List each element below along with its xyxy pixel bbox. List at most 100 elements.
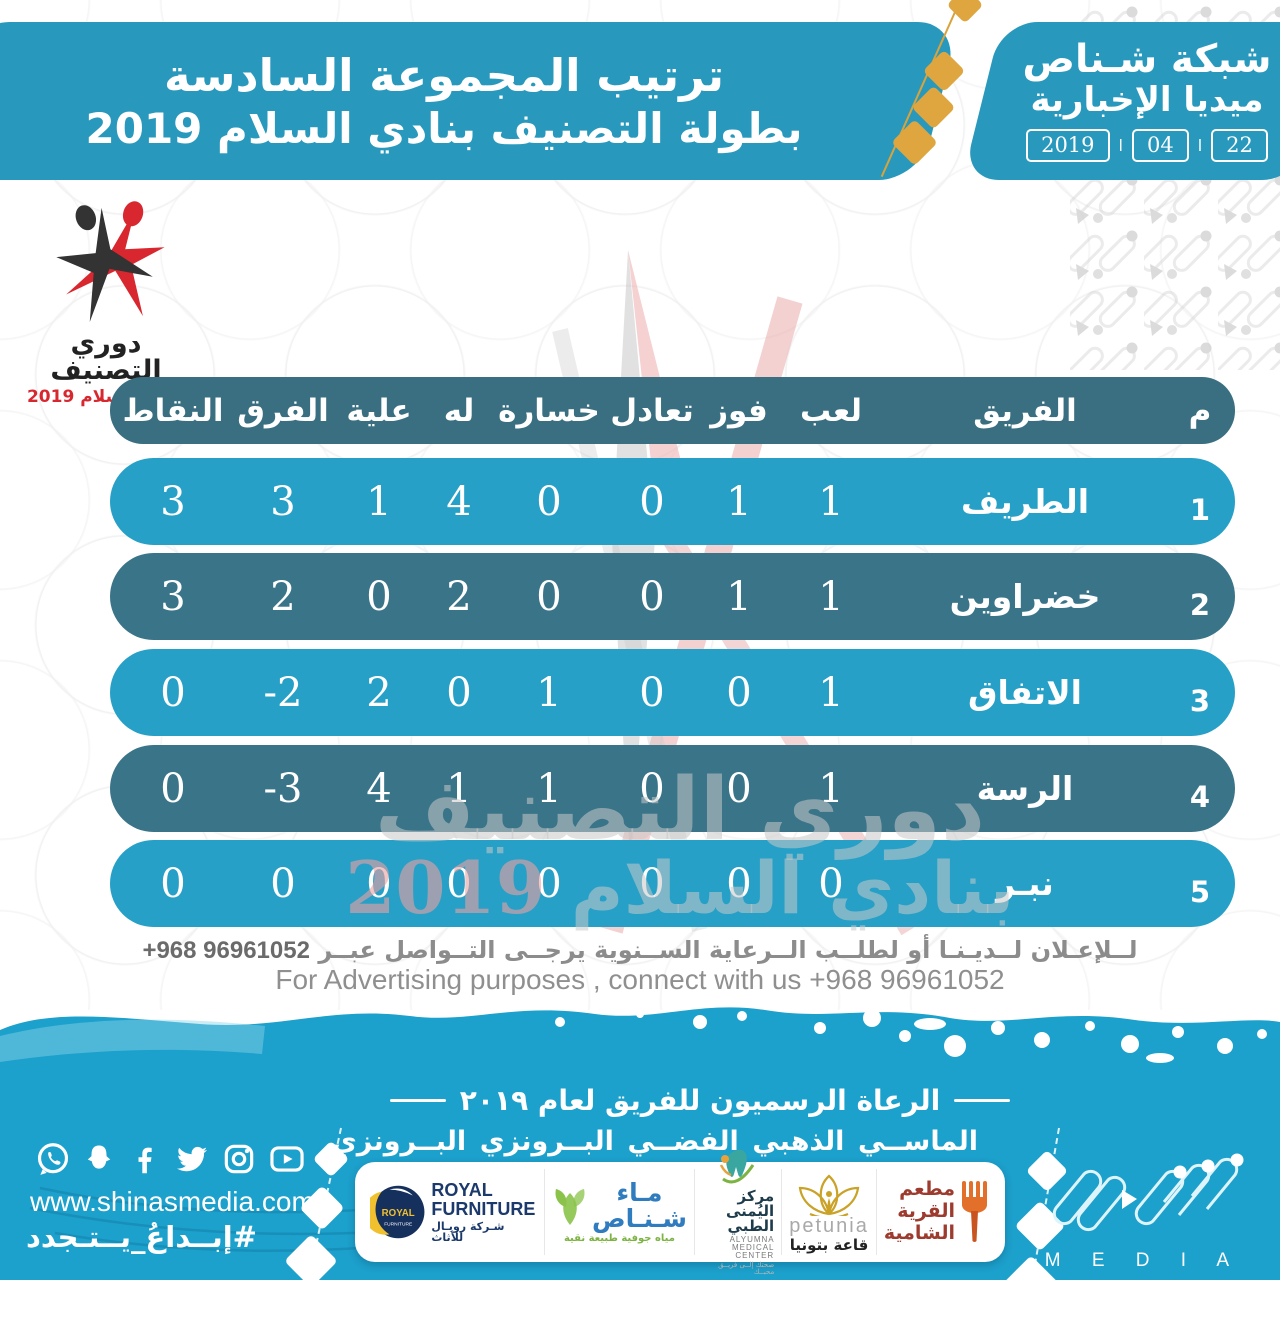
drawn-cell: 0	[639, 765, 665, 812]
goals-for-cell: 4	[446, 478, 472, 525]
goal-diff-cell: -3	[263, 765, 303, 812]
goal-diff-cell: 3	[270, 478, 296, 525]
youtube-icon[interactable]	[266, 1140, 308, 1178]
sponsor-maashinas: مـاء شـنـاص مياه جوفية طبيعة نقية	[544, 1169, 694, 1255]
goal-diff-cell: 2	[270, 573, 296, 620]
sponsor-tier-labels: الماســي الذهبي الفضــي البــرونزي البــ…	[332, 1126, 978, 1157]
goals-against-cell: 2	[366, 669, 392, 716]
league-logo-title: دوري التصنيف	[50, 328, 162, 386]
sponsor-alqarya: مطعم القرية الشامية	[875, 1169, 997, 1255]
tier-bronze-label-2: البــرونزي	[332, 1126, 467, 1157]
points-cell: 0	[160, 669, 186, 716]
drawn-cell: 0	[639, 573, 665, 620]
rank-cell: 1	[1189, 492, 1211, 527]
drawn-cell: 0	[639, 478, 665, 525]
table-row: 5 نبـر 0 0 0 0 0 0 0 0	[110, 840, 1235, 927]
col-header-won: فوز	[710, 392, 768, 429]
points-cell: 0	[160, 860, 186, 907]
goal-diff-cell: -2	[263, 669, 303, 716]
team-cell: نبـر	[996, 864, 1054, 903]
table-row: 3 الاتفاق 1 0 0 1 0 2 -2 0	[110, 649, 1235, 736]
hashtag: #إبــداعُ_يــتـجدد	[26, 1220, 257, 1254]
drawn-cell: 0	[639, 669, 665, 716]
sponsor-petunia: petunia قاعة بتونيا	[781, 1169, 876, 1255]
goals-against-cell: 4	[366, 765, 392, 812]
points-cell: 3	[160, 478, 186, 525]
heading-dash	[954, 1099, 1010, 1102]
leaves-icon	[555, 1189, 585, 1225]
played-cell: 1	[818, 573, 844, 620]
instagram-icon[interactable]	[220, 1140, 258, 1178]
fork-icon	[962, 1181, 987, 1242]
goals-for-cell: 0	[446, 860, 472, 907]
table-header-row: م الفريق لعب فوز تعادل خسارة له علية الف…	[110, 377, 1235, 444]
rank-cell: 2	[1189, 587, 1211, 622]
col-header-goals-against: علية	[346, 392, 412, 429]
goals-for-cell: 1	[446, 765, 472, 812]
col-header-goals-for: له	[443, 392, 475, 429]
tier-gold-label: الذهبي	[752, 1126, 845, 1157]
col-header-points: النقاط	[122, 392, 224, 429]
medical-tooth-icon	[719, 1149, 755, 1183]
phone-number: +968 96961052	[142, 937, 310, 964]
col-header-rank: م	[1188, 392, 1212, 429]
points-cell: 0	[160, 765, 186, 812]
won-cell: 0	[726, 860, 752, 907]
won-cell: 0	[726, 765, 752, 812]
footer-band: الرعاة الرسميون للفريق لعام ٢٠١٩ الماســ…	[0, 988, 1280, 1325]
won-cell: 1	[726, 573, 752, 620]
advertising-english: For Advertising purposes , connect with …	[275, 964, 1005, 995]
rank-cell: 3	[1189, 683, 1211, 718]
svg-text:FURNITURE: FURNITURE	[384, 1222, 413, 1228]
goals-against-cell: 0	[366, 860, 392, 907]
sponsor-alyumna: مركز اليُمنى الطبي ALYUMNA MEDICAL CENTE…	[693, 1149, 781, 1275]
table-row: 4 الرسة 1 0 0 1 1 4 -3 0	[110, 745, 1235, 832]
lost-cell: 0	[536, 478, 562, 525]
svg-text:ROYAL: ROYAL	[382, 1208, 415, 1219]
heading-dash	[390, 1099, 446, 1102]
goal-diff-cell: 0	[270, 860, 296, 907]
website-url[interactable]: www.shinasmedia.com	[30, 1186, 315, 1217]
standings-table: م الفريق لعب فوز تعادل خسارة له علية الف…	[110, 377, 1235, 933]
media-wordmark: M E D I A	[1044, 1250, 1242, 1271]
played-cell: 0	[818, 860, 844, 907]
col-header-goal-diff: الفرق	[237, 392, 329, 429]
goals-against-cell: 1	[366, 478, 392, 525]
team-cell: الاتفاق	[968, 673, 1082, 712]
royal-circle-icon: ROYAL FURNITURE	[370, 1185, 425, 1239]
rank-cell: 5	[1189, 874, 1211, 909]
col-header-lost: خسارة	[498, 392, 600, 429]
goals-against-cell: 0	[366, 573, 392, 620]
lost-cell: 0	[536, 573, 562, 620]
played-cell: 1	[818, 765, 844, 812]
won-cell: 0	[726, 669, 752, 716]
team-cell: خضراوين	[949, 577, 1101, 616]
drawn-cell: 0	[639, 860, 665, 907]
goals-for-cell: 2	[446, 573, 472, 620]
twitter-icon[interactable]	[172, 1140, 212, 1178]
team-cell: الطريف	[960, 482, 1090, 521]
rank-cell: 4	[1189, 779, 1211, 814]
whatsapp-icon[interactable]	[34, 1140, 72, 1178]
social-icons-row	[34, 1140, 308, 1178]
tier-diamond-label: الماســي	[858, 1126, 978, 1157]
snapchat-icon[interactable]	[80, 1140, 118, 1178]
played-cell: 1	[818, 478, 844, 525]
tier-silver-label: الفضــي	[627, 1126, 739, 1157]
table-row: 1 الطريف 1 1 0 0 4 1 3 3	[110, 458, 1235, 545]
shinas-media-logo	[1042, 1153, 1244, 1233]
sponsor-royal: ROYAL FURNITURE ROYAL FURNITURE شـركة رو…	[363, 1169, 544, 1255]
facebook-icon[interactable]	[126, 1140, 164, 1178]
col-header-team: الفريق	[973, 392, 1077, 429]
lost-cell: 1	[536, 765, 562, 812]
lost-cell: 1	[536, 669, 562, 716]
col-header-drawn: تعادل	[610, 392, 694, 429]
lost-cell: 0	[536, 860, 562, 907]
points-cell: 3	[160, 573, 186, 620]
goals-for-cell: 0	[446, 669, 472, 716]
tier-bronze-label: البــرونزي	[479, 1126, 614, 1157]
sponsors-heading: الرعاة الرسميون للفريق لعام ٢٠١٩	[390, 1084, 1010, 1117]
lotus-icon	[798, 1174, 860, 1216]
sponsor-logo-bar: مطعم القرية الشامية petunia ق	[355, 1149, 1005, 1275]
played-cell: 1	[818, 669, 844, 716]
